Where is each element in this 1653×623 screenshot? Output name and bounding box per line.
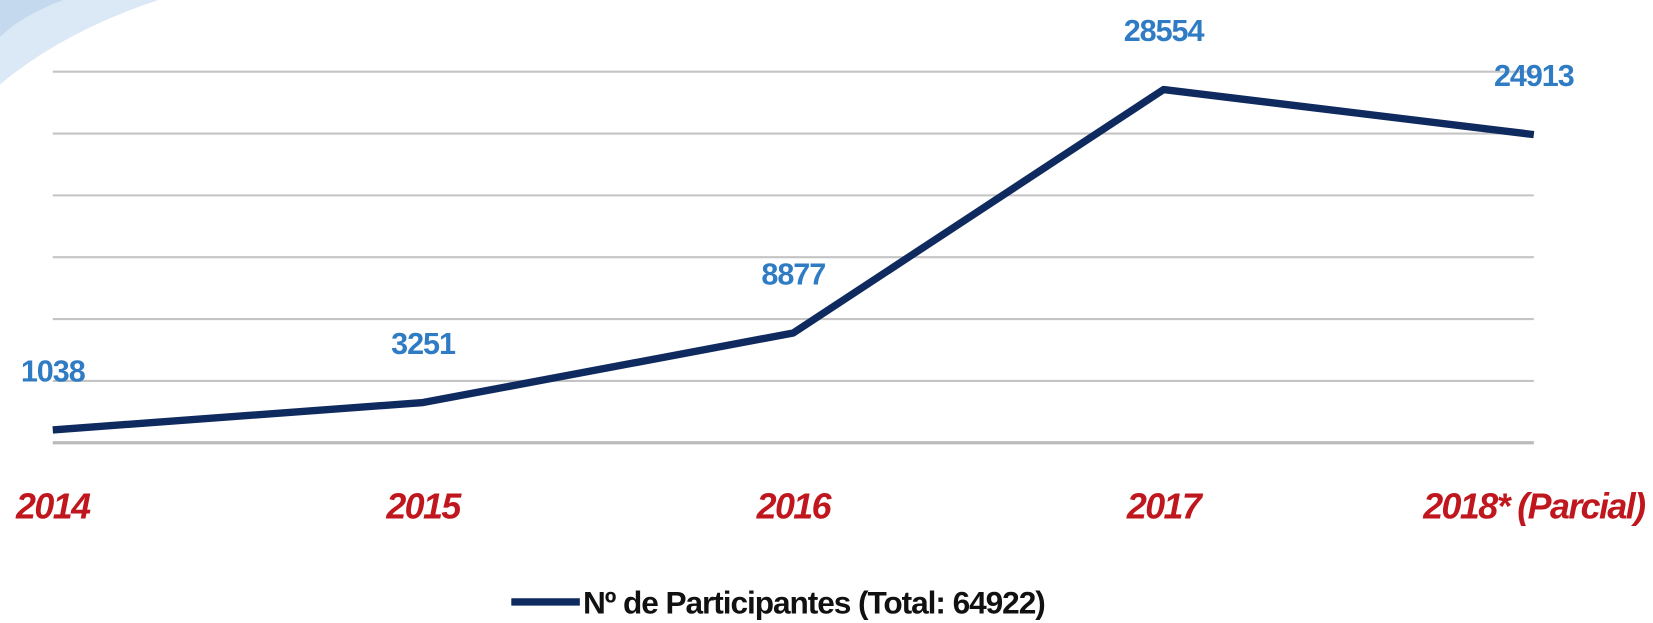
x-tick-label: 2015 [385, 487, 462, 527]
data-label: 28554 [1124, 14, 1205, 48]
data-label: 3251 [391, 327, 456, 361]
decoration [0, 0, 159, 85]
x-tick-label: 2018* (Parcial) [1422, 487, 1645, 527]
x-tick-label: 2014 [15, 487, 91, 527]
data-label: 8877 [761, 257, 825, 291]
data-label: 1038 [21, 354, 86, 388]
x-tick-label: 2017 [1126, 487, 1204, 527]
decoration [0, 0, 64, 37]
x-tick-label: 2016 [756, 487, 833, 527]
line [52, 85, 1535, 434]
data-label: 24913 [1494, 59, 1574, 93]
legend-label: Nº de Participantes (Total: 64922) [583, 585, 1045, 621]
